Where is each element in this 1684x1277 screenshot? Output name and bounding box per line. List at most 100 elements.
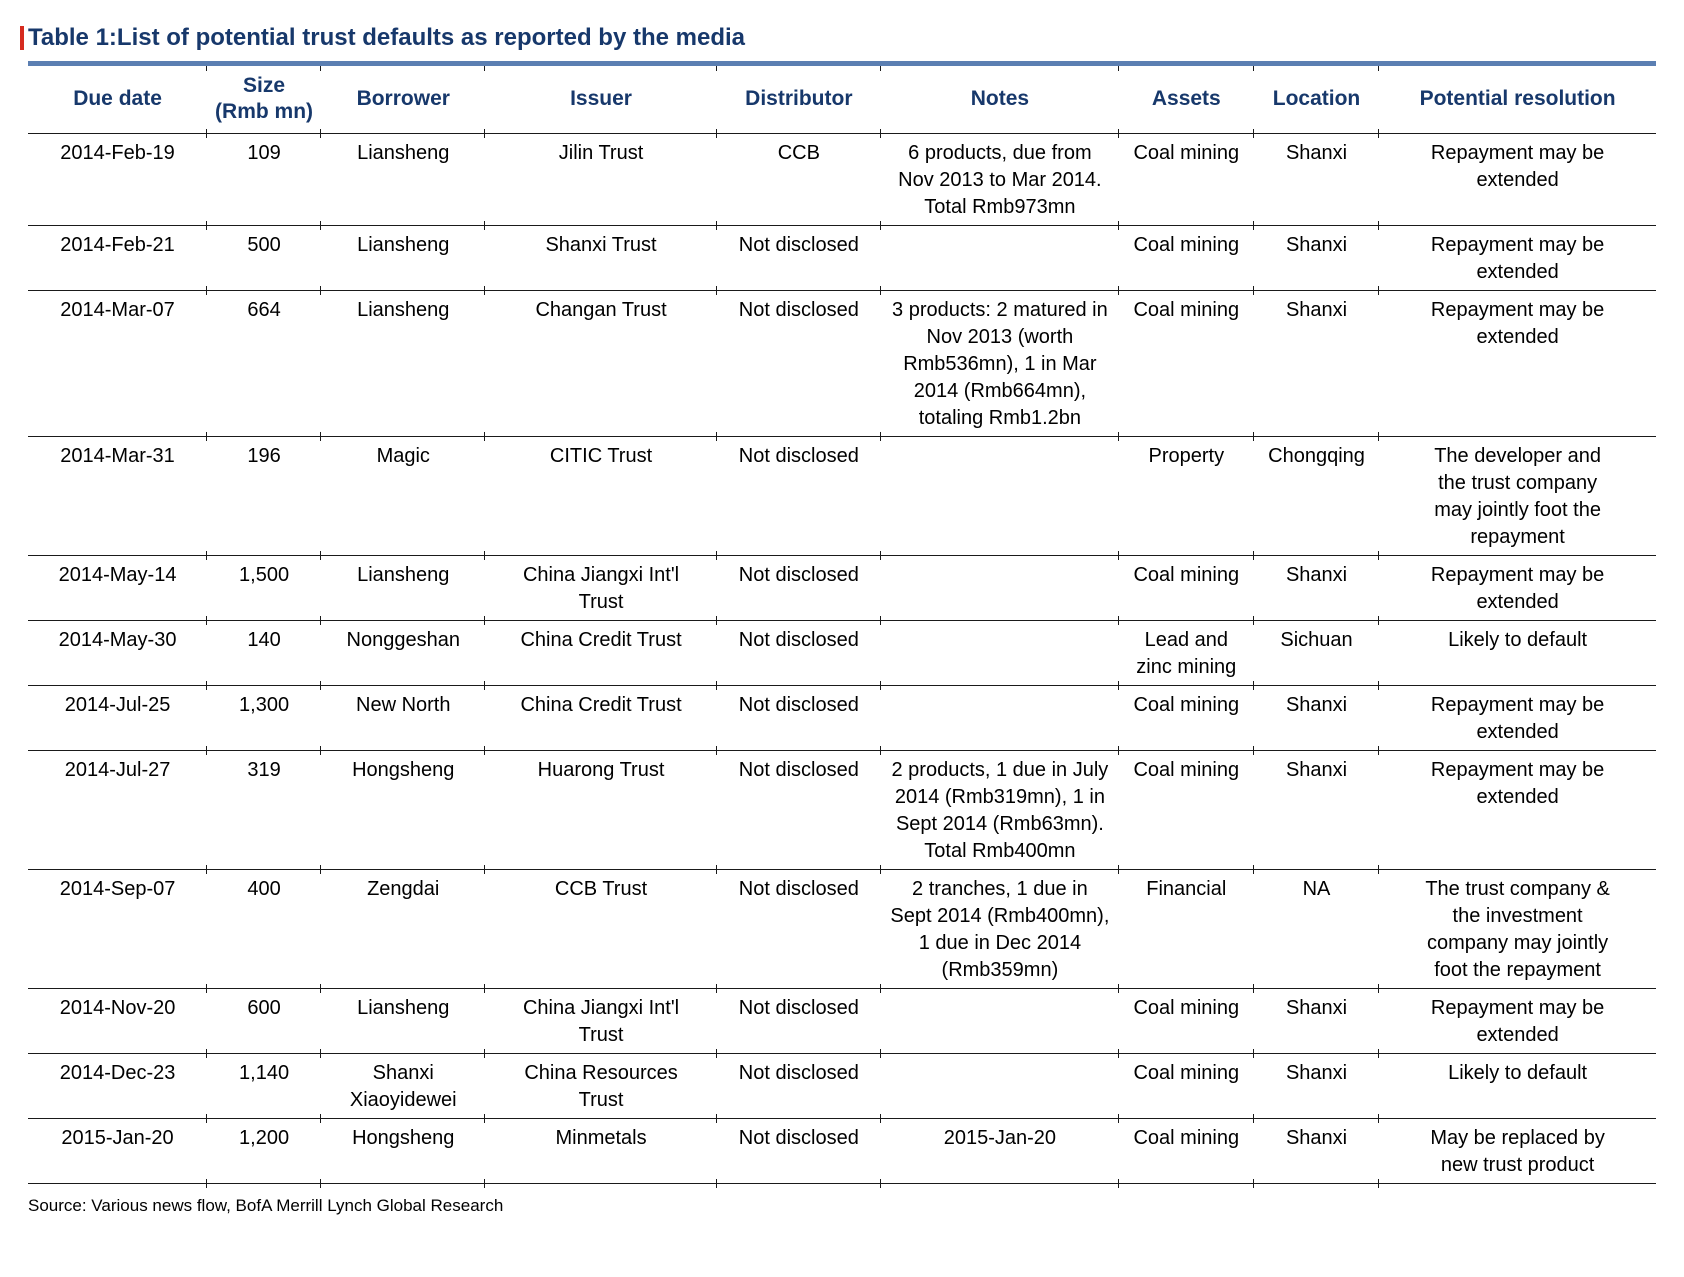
table-cell-assets: Coal mining (1117, 550, 1254, 620)
table-cell-resolution: May be replaced by new trust product (1378, 1113, 1656, 1187)
table-cell-due-date: 2014-Nov-20 (59, 996, 176, 1019)
table-cell-issuer: China Jiangxi Int'l Trust (484, 983, 716, 1053)
table-cell-assets: Property (1117, 431, 1254, 555)
table-cell-distributor: CCB (715, 128, 881, 225)
table-cell-borrower: Liansheng (320, 550, 485, 620)
table-cell-distributor: Not disclosed (715, 431, 881, 555)
column-header-notes: Notes (880, 63, 1119, 134)
column-header-distributor: Distributor (715, 63, 881, 134)
column-header-borrower: Borrower (320, 63, 485, 134)
table-row: 2014-May-14 1,500 Liansheng China Jiangxi I… (28, 550, 1656, 620)
table-cell-resolution: Repayment may be extended (1378, 745, 1656, 869)
table-cell-assets: Coal mining (1117, 128, 1254, 225)
table-cell-issuer: China Jiangxi Int'l Trust (484, 550, 716, 620)
table-row: 2014-Jul-25 1,300 New North China Credit Tr… (28, 680, 1656, 750)
column-header-location: Location (1252, 63, 1379, 134)
header-row: Due date Size (Rmb mn) Borrower Issuer D… (28, 63, 1656, 134)
table-cell-size: 109 (206, 128, 321, 225)
table-cell-assets: Lead and zinc mining (1117, 615, 1254, 685)
table-cell-size: 196 (206, 431, 321, 555)
table-cell-distributor: Not disclosed (715, 745, 881, 869)
table-row: 2014-Nov-20 600 Liansheng China Jiangxi Int… (28, 983, 1656, 1053)
table-cell-location: Shanxi (1252, 128, 1379, 225)
table-cell-resolution: Likely to default (1378, 615, 1656, 685)
table-cell-assets: Coal mining (1117, 745, 1254, 869)
table-cell-due-date: 2014-May-14 (58, 563, 177, 586)
table-cell-resolution: Repayment may be extended (1378, 128, 1656, 225)
table-cell-size: 1,300 (206, 680, 321, 750)
table-row: 2014-Sep-07 400 Zengdai CCB Trust Not disclo… (28, 864, 1656, 988)
table-cell-resolution: Repayment may be extended (1378, 550, 1656, 620)
table-cell-size: 400 (206, 864, 321, 988)
table-cell-size: 1,500 (206, 550, 321, 620)
table-row: 2014-Mar-31 196 Magic CITIC Trust Not disclo… (28, 431, 1656, 555)
table-cell-borrower: Liansheng (320, 285, 485, 436)
table-cell-borrower: Hongsheng (320, 1113, 485, 1187)
table-row: 2014-Mar-07 664 Liansheng Changan Trust Not … (28, 285, 1656, 436)
table-cell-issuer: Huarong Trust (484, 745, 716, 869)
column-header-size: Size (Rmb mn) (206, 63, 321, 134)
table-cell-assets: Coal mining (1117, 680, 1254, 750)
table-cell-resolution: The developer and the trust company may … (1378, 431, 1656, 555)
column-header-due-date: Due date (73, 87, 162, 111)
table-row: 2014-Jul-27 319 Hongsheng Huarong Trust Not … (28, 745, 1656, 869)
table-row: 2015-Jan-20 1,200 Hongsheng Minmetals Not di… (28, 1113, 1656, 1187)
table-cell-notes (880, 1048, 1119, 1118)
table-cell-due-date: 2014-Mar-07 (60, 298, 175, 321)
table-cell-location: Shanxi (1252, 285, 1379, 436)
table-cell-notes (880, 983, 1119, 1053)
table-cell-location: Shanxi (1252, 745, 1379, 869)
table-cell-borrower: Liansheng (320, 128, 485, 225)
table-cell-due-date: 2014-Feb-21 (60, 233, 175, 256)
column-header-assets: Assets (1117, 63, 1254, 134)
table-row: 2014-Feb-19 109 Liansheng Jilin Trust CCB 6 p… (28, 128, 1656, 225)
table-cell-location: Shanxi (1252, 983, 1379, 1053)
table-cell-borrower: Nonggeshan (320, 615, 485, 685)
table-cell-borrower: New North (320, 680, 485, 750)
table-cell-location: Sichuan (1252, 615, 1379, 685)
table-cell-location: NA (1252, 864, 1379, 988)
table-cell-resolution: The trust company & the investment compa… (1378, 864, 1656, 988)
table-header: Due date Size (Rmb mn) Borrower Issuer D… (28, 63, 1656, 134)
table-cell-location: Shanxi (1252, 550, 1379, 620)
table-title-row: Table 1:List of potential trust defaults… (20, 24, 1656, 52)
table-cell-location: Shanxi (1252, 680, 1379, 750)
table-cell-resolution: Repayment may be extended (1378, 285, 1656, 436)
trust-defaults-table: Due date Size (Rmb mn) Borrower Issuer D… (28, 61, 1656, 1187)
table-cell-location: Shanxi (1252, 1113, 1379, 1187)
table-cell-size: 140 (206, 615, 321, 685)
table-cell-notes: 2 products, 1 due in July 2014 (Rmb319mn… (880, 745, 1119, 869)
table-cell-notes (880, 550, 1119, 620)
table-cell-issuer: China Resources Trust (484, 1048, 716, 1118)
table-cell-due-date: 2014-Jul-27 (64, 758, 171, 781)
table-cell-size: 319 (206, 745, 321, 869)
table-cell-borrower: Hongsheng (320, 745, 485, 869)
table-cell-notes: 2015-Jan-20 (880, 1113, 1119, 1187)
table-cell-borrower: Magic (320, 431, 485, 555)
table-cell-distributor: Not disclosed (715, 680, 881, 750)
table-cell-distributor: Not disclosed (715, 285, 881, 436)
table-row: 2014-Feb-21 500 Liansheng Shanxi Trust Not d… (28, 220, 1656, 290)
table-cell-notes (880, 431, 1119, 555)
table-cell-assets: Coal mining (1117, 285, 1254, 436)
table-body: 2014-Feb-19 109 Liansheng Jilin Trust CCB 6 p… (28, 128, 1656, 1187)
table-cell-borrower: Liansheng (320, 220, 485, 290)
table-cell-notes: 3 products: 2 matured in Nov 2013 (worth… (880, 285, 1119, 436)
table-cell-issuer: Changan Trust (484, 285, 716, 436)
table-cell-size: 664 (206, 285, 321, 436)
table-cell-size: 500 (206, 220, 321, 290)
table-title: Table 1:List of potential trust defaults… (28, 24, 745, 51)
table-cell-location: Shanxi (1252, 220, 1379, 290)
table-cell-issuer: CCB Trust (484, 864, 716, 988)
red-accent-bar (20, 26, 24, 50)
table-row: 2014-May-30 140 Nonggeshan China Credit Tru… (28, 615, 1656, 685)
table-cell-notes: 6 products, due from Nov 2013 to Mar 201… (880, 128, 1119, 225)
table-cell-due-date: 2014-May-30 (58, 628, 177, 651)
table-cell-notes (880, 220, 1119, 290)
source-note: Source: Various news flow, BofA Merrill … (28, 1195, 504, 1215)
table-cell-resolution: Repayment may be extended (1378, 983, 1656, 1053)
table-cell-due-date: 2014-Dec-23 (59, 1061, 176, 1084)
report-page: Table 1:List of potential trust defaults… (20, 24, 1656, 1215)
table-cell-due-date: 2014-Mar-31 (60, 444, 175, 467)
table-cell-location: Chongqing (1252, 431, 1379, 555)
